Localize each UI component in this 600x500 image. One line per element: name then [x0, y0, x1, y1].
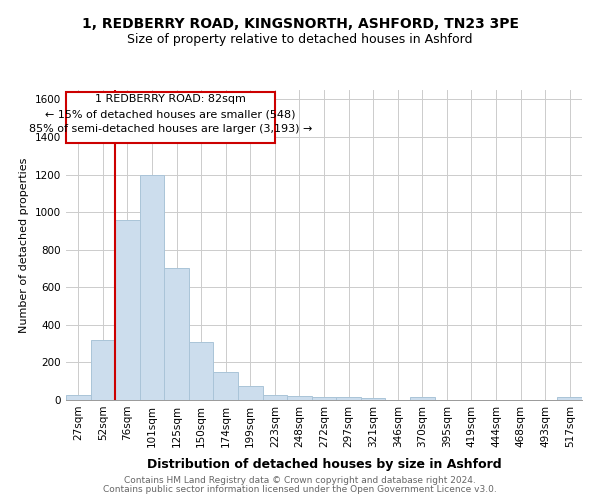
FancyBboxPatch shape — [66, 92, 275, 142]
Bar — [115, 220, 140, 400]
Bar — [361, 398, 385, 400]
Bar — [164, 268, 189, 400]
Text: Contains public sector information licensed under the Open Government Licence v3: Contains public sector information licen… — [103, 485, 497, 494]
Text: 1 REDBERRY ROAD: 82sqm: 1 REDBERRY ROAD: 82sqm — [95, 94, 246, 104]
Y-axis label: Number of detached properties: Number of detached properties — [19, 158, 29, 332]
Bar — [557, 397, 582, 400]
Bar — [140, 174, 164, 400]
Text: 1, REDBERRY ROAD, KINGSNORTH, ASHFORD, TN23 3PE: 1, REDBERRY ROAD, KINGSNORTH, ASHFORD, T… — [82, 18, 518, 32]
Text: Contains HM Land Registry data © Crown copyright and database right 2024.: Contains HM Land Registry data © Crown c… — [124, 476, 476, 485]
Text: 85% of semi-detached houses are larger (3,193) →: 85% of semi-detached houses are larger (… — [29, 124, 312, 134]
Bar — [214, 372, 238, 400]
Bar — [238, 386, 263, 400]
X-axis label: Distribution of detached houses by size in Ashford: Distribution of detached houses by size … — [146, 458, 502, 471]
Bar — [312, 397, 336, 400]
Bar — [336, 397, 361, 400]
Bar — [263, 396, 287, 400]
Bar — [91, 340, 115, 400]
Bar — [287, 396, 312, 400]
Bar — [410, 397, 434, 400]
Bar — [66, 396, 91, 400]
Text: ← 15% of detached houses are smaller (548): ← 15% of detached houses are smaller (54… — [45, 110, 296, 120]
Bar — [189, 342, 214, 400]
Text: Size of property relative to detached houses in Ashford: Size of property relative to detached ho… — [127, 32, 473, 46]
